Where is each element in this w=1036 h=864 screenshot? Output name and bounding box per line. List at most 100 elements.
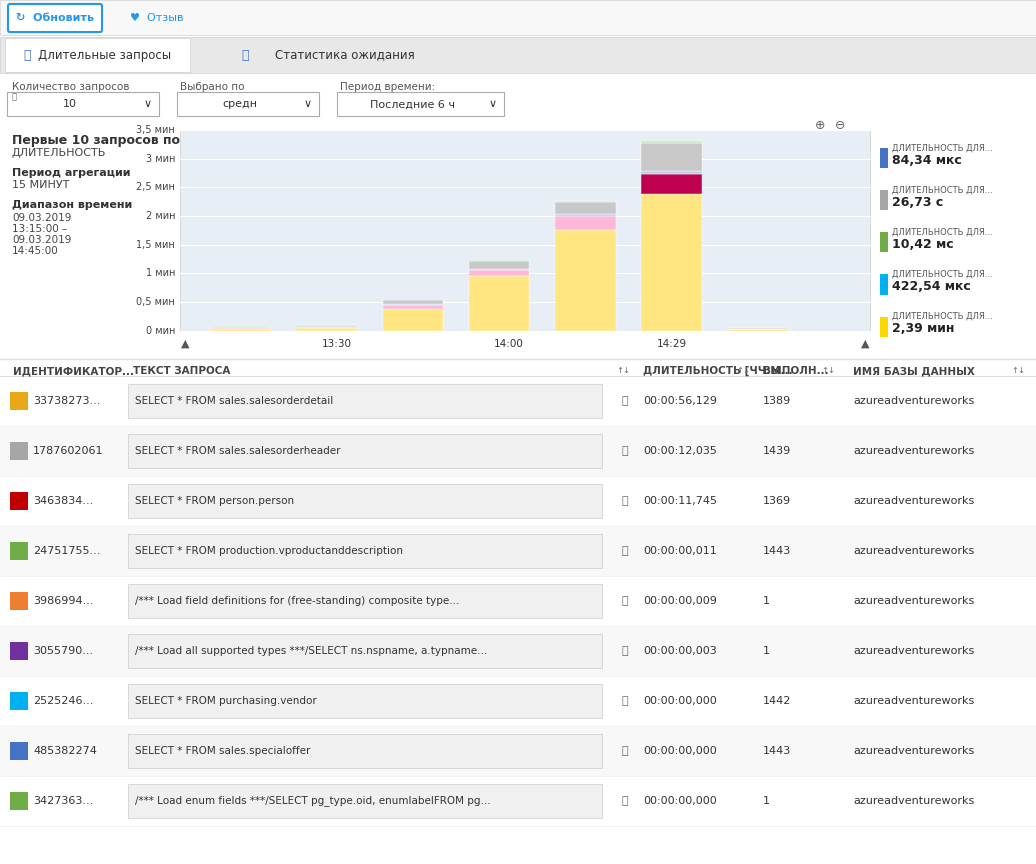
Bar (641, 143, 701, 171)
Text: ∨: ∨ (304, 99, 312, 109)
Bar (469, 261, 529, 270)
Bar (880, 190, 888, 210)
Text: ДЛИТЕЛЬНОСТЬ [ЧЧ:М...: ДЛИТЕЛЬНОСТЬ [ЧЧ:М... (643, 366, 793, 376)
Bar (10, 492, 28, 510)
FancyBboxPatch shape (128, 634, 602, 668)
Text: 📋: 📋 (622, 646, 628, 656)
Bar (641, 171, 701, 174)
Bar (382, 300, 443, 304)
Text: ⏱: ⏱ (23, 48, 31, 61)
Text: ↑↓: ↑↓ (736, 366, 750, 375)
Text: SELECT * FROM person.person: SELECT * FROM person.person (135, 496, 294, 506)
Text: 13:30: 13:30 (321, 339, 351, 348)
Text: 1,5 мин: 1,5 мин (137, 239, 175, 250)
Bar (641, 141, 701, 143)
Text: 1442: 1442 (762, 696, 792, 706)
Text: Диапазон времени: Диапазон времени (12, 200, 133, 210)
Bar (727, 329, 788, 331)
Bar (0, 726, 1036, 776)
Bar (469, 270, 529, 276)
Text: ДЛИТЕЛЬНОСТЬ ДЛЯ...: ДЛИТЕЛЬНОСТЬ ДЛЯ... (892, 228, 992, 237)
Text: 1389: 1389 (762, 396, 792, 406)
FancyBboxPatch shape (128, 534, 602, 568)
Text: 📋: 📋 (622, 546, 628, 556)
Bar (880, 275, 888, 295)
Text: 1369: 1369 (762, 496, 792, 506)
Bar (10, 792, 28, 810)
Text: /*** Load all supported types ***/SELECT ns.nspname, a.typname...: /*** Load all supported types ***/SELECT… (135, 646, 487, 656)
Text: 00:00:00,000: 00:00:00,000 (643, 746, 717, 756)
Bar (0, 626, 1036, 676)
Text: 13:15:00 –: 13:15:00 – (12, 225, 67, 234)
Bar (210, 329, 270, 331)
Text: 📋: 📋 (622, 496, 628, 506)
Text: 1: 1 (762, 796, 770, 806)
Bar (210, 327, 270, 329)
Text: 00:00:00,000: 00:00:00,000 (643, 796, 717, 806)
Bar (296, 327, 356, 331)
Bar (555, 231, 615, 331)
Text: 00:00:00,011: 00:00:00,011 (643, 546, 717, 556)
Text: 1443: 1443 (762, 546, 792, 556)
FancyBboxPatch shape (128, 434, 602, 468)
Text: SELECT * FROM purchasing.vendor: SELECT * FROM purchasing.vendor (135, 696, 317, 706)
Text: azureadventureworks: azureadventureworks (853, 796, 974, 806)
Bar (0, 776, 1036, 826)
Bar (10, 392, 28, 410)
Text: ∨: ∨ (489, 99, 497, 109)
Text: /*** Load field definitions for (free-standing) composite type...: /*** Load field definitions for (free-st… (135, 596, 459, 606)
Text: ДЛИТЕЛЬНОСТЬ ДЛЯ...: ДЛИТЕЛЬНОСТЬ ДЛЯ... (892, 270, 992, 279)
Text: 1: 1 (762, 596, 770, 606)
Text: 24751755...: 24751755... (33, 546, 100, 556)
Text: 10,42 мс: 10,42 мс (892, 238, 953, 251)
Text: azureadventureworks: azureadventureworks (853, 696, 974, 706)
FancyBboxPatch shape (0, 37, 1036, 73)
FancyBboxPatch shape (128, 484, 602, 518)
Text: ⏱: ⏱ (241, 48, 249, 61)
Bar (555, 202, 615, 214)
Text: 3 мин: 3 мин (146, 154, 175, 164)
Text: Последние 6 ч: Последние 6 ч (370, 99, 455, 109)
FancyBboxPatch shape (128, 584, 602, 618)
Text: ↻  Обновить: ↻ Обновить (16, 13, 94, 23)
Text: Первые 10 запросов по: Первые 10 запросов по (12, 134, 180, 147)
Text: 📋: 📋 (622, 796, 628, 806)
Text: 📋: 📋 (622, 446, 628, 456)
Bar (0, 376, 1036, 426)
FancyBboxPatch shape (7, 92, 159, 116)
Text: 00:00:11,745: 00:00:11,745 (643, 496, 717, 506)
Text: 2 мин: 2 мин (145, 211, 175, 221)
Bar (10, 542, 28, 560)
Text: ▲: ▲ (180, 339, 190, 348)
Bar (0, 426, 1036, 476)
Text: 1439: 1439 (762, 446, 792, 456)
Text: azureadventureworks: azureadventureworks (853, 646, 974, 656)
FancyBboxPatch shape (337, 92, 503, 116)
Bar (382, 308, 443, 331)
Text: SELECT * FROM sales.salesorderdetail: SELECT * FROM sales.salesorderdetail (135, 396, 334, 406)
Bar (10, 742, 28, 760)
Bar (10, 642, 28, 660)
Text: 00:00:12,035: 00:00:12,035 (643, 446, 717, 456)
Text: 3055790...: 3055790... (33, 646, 93, 656)
Bar (10, 692, 28, 710)
Text: 2,5 мин: 2,5 мин (136, 182, 175, 193)
Bar (0, 676, 1036, 726)
Text: 09.03.2019: 09.03.2019 (12, 235, 71, 245)
Bar (0, 576, 1036, 626)
FancyBboxPatch shape (5, 38, 190, 72)
Text: /*** Load enum fields ***/SELECT pg_type.oid, enumlabelFROM pg...: /*** Load enum fields ***/SELECT pg_type… (135, 796, 491, 806)
Text: 3986994...: 3986994... (33, 596, 93, 606)
Bar (880, 149, 888, 168)
Text: 10: 10 (63, 99, 77, 109)
Text: 26,73 с: 26,73 с (892, 196, 943, 209)
Bar (10, 592, 28, 610)
Text: 00:00:00,009: 00:00:00,009 (643, 596, 717, 606)
Text: 84,34 мкс: 84,34 мкс (892, 154, 961, 167)
FancyBboxPatch shape (128, 384, 602, 418)
Text: ⊕: ⊕ (814, 118, 826, 131)
Bar (880, 316, 888, 337)
Text: 📋: 📋 (622, 696, 628, 706)
Text: 09.03.2019: 09.03.2019 (12, 213, 71, 224)
Text: Период агрегации: Период агрегации (12, 168, 131, 178)
